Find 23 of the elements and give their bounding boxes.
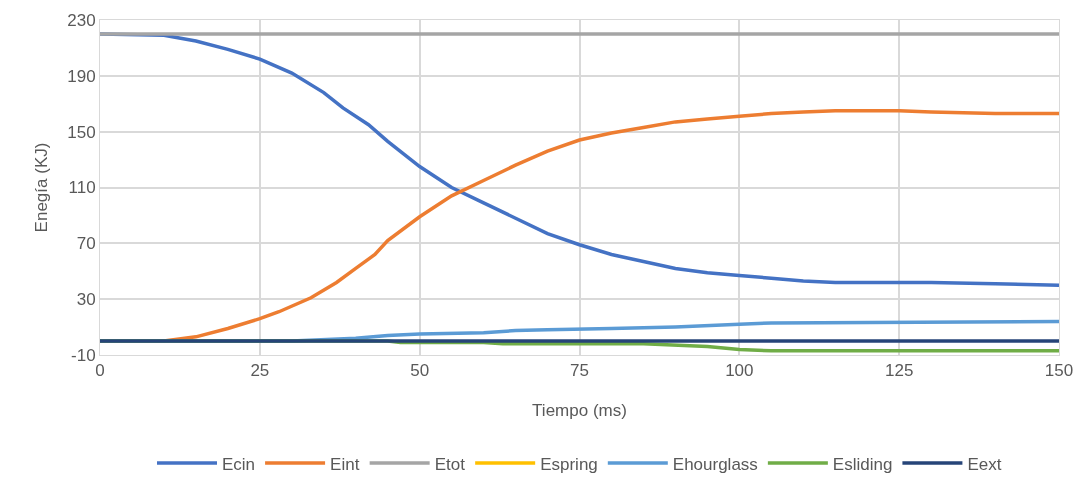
x-tick-label: 100: [725, 361, 754, 381]
x-tick-label: 50: [410, 361, 430, 381]
x-tick-label: 75: [570, 361, 589, 381]
y-axis-title: Enegía (KJ): [31, 142, 51, 233]
y-tick-label: 30: [76, 290, 96, 310]
legend-label: Espring: [540, 454, 598, 474]
legend-label: Eext: [967, 454, 1002, 474]
y-tick-label: 150: [67, 122, 96, 142]
x-tick-label: 125: [884, 361, 914, 381]
x-axis-title: Tiempo (ms): [532, 401, 627, 420]
y-tick-label: 110: [68, 178, 96, 198]
x-tick-label: 25: [250, 361, 270, 381]
y-tick-label: 190: [67, 66, 96, 86]
legend-label: Eint: [330, 454, 360, 474]
legend-label: Ehourglass: [672, 454, 758, 474]
y-tick-label: 230: [67, 10, 96, 30]
y-tick-label: 70: [76, 234, 96, 254]
legend-label: Ecin: [222, 454, 256, 474]
x-tick-label: 150: [1044, 361, 1074, 381]
x-tick-label: 0: [95, 361, 105, 381]
y-tick-label: -10: [71, 345, 96, 365]
legend-label: Esliding: [832, 454, 893, 474]
legend-label: Etot: [434, 454, 466, 474]
